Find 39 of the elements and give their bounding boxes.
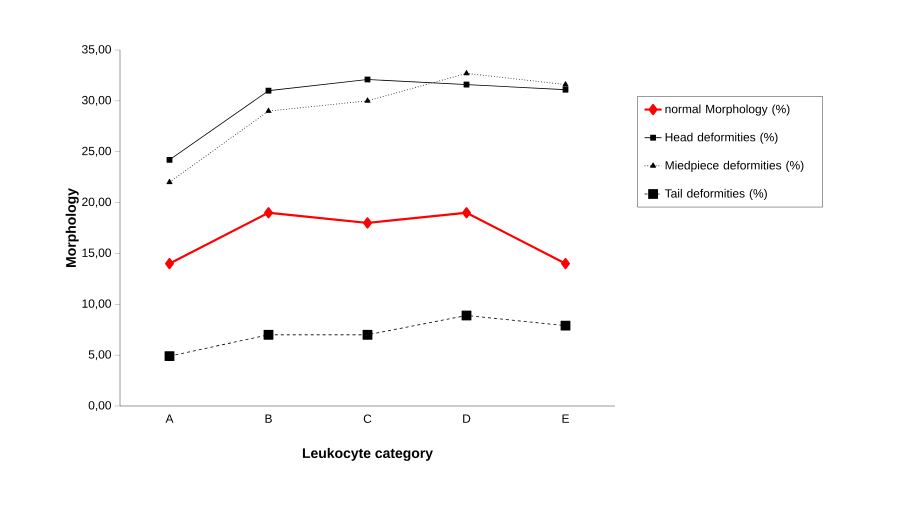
- y-tick-label: 30,00: [82, 96, 112, 106]
- y-tick-label: 15,00: [82, 248, 112, 258]
- legend-label: normal Morphology (%): [665, 104, 790, 116]
- point: [363, 217, 372, 229]
- y-tick-label: 0,00: [88, 401, 112, 411]
- x-tick-label: D: [463, 414, 470, 423]
- point: [561, 258, 570, 270]
- y-axis-title: Morphology: [66, 188, 79, 267]
- y-tick-label: 10,00: [82, 299, 112, 310]
- x-tick-label: A: [166, 414, 174, 423]
- y-tick-label: 5,00: [88, 350, 112, 360]
- point: [362, 330, 372, 340]
- point: [264, 207, 273, 218]
- point: [562, 86, 568, 93]
- point: [464, 82, 470, 88]
- point: [266, 108, 272, 113]
- legend-label: Miedpiece deformities (%): [666, 160, 804, 172]
- x-tick-label: B: [266, 414, 272, 423]
- point: [462, 310, 472, 320]
- point: [264, 330, 274, 340]
- point: [560, 320, 570, 331]
- point: [464, 70, 470, 76]
- x-axis-title: Leukocyte category: [302, 448, 433, 461]
- legend-label: Tail deformities (%): [664, 188, 767, 200]
- legend-label: Head deformities (%): [666, 132, 778, 144]
- y-tick-label: 20,00: [82, 198, 112, 208]
- point: [165, 258, 174, 270]
- point: [166, 156, 172, 163]
- point: [562, 81, 568, 86]
- y-tick-label: 25,00: [82, 146, 112, 157]
- y-tick-label: 35,00: [82, 45, 112, 55]
- x-tick-label: C: [364, 414, 372, 423]
- point: [462, 207, 471, 218]
- point: [266, 88, 272, 94]
- point: [364, 97, 370, 103]
- point: [364, 76, 370, 82]
- point: [166, 178, 172, 184]
- point: [164, 351, 174, 362]
- x-tick-label: E: [562, 414, 569, 423]
